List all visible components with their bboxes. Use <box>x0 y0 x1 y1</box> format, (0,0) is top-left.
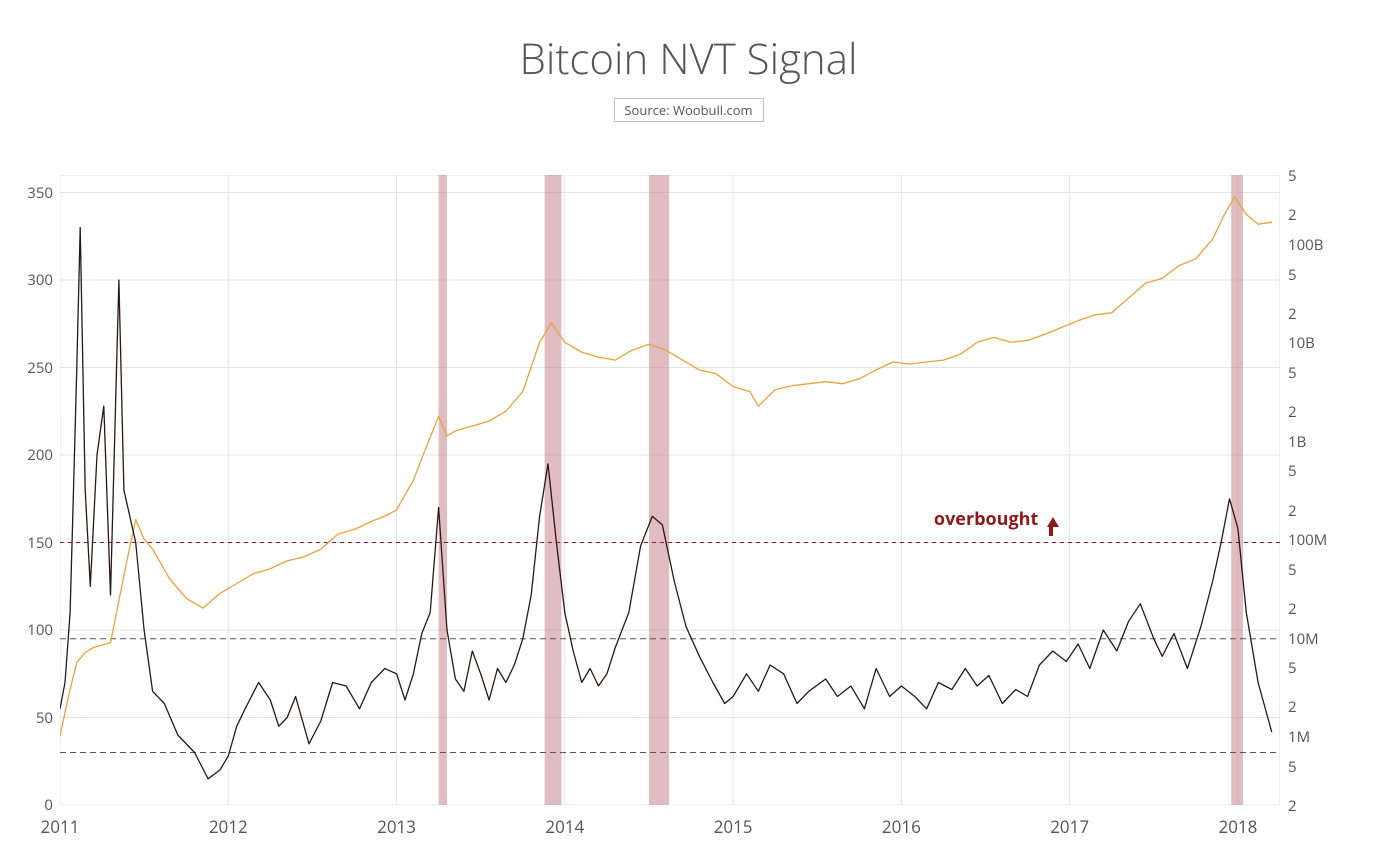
right-tick: 5 <box>1288 560 1297 580</box>
right-tick: 5 <box>1288 166 1297 186</box>
x-tick: 2013 <box>372 815 422 838</box>
left-tick: 50 <box>15 708 53 728</box>
right-tick: 2 <box>1288 205 1297 225</box>
right-tick: 1B <box>1288 432 1306 452</box>
left-tick: 0 <box>15 795 53 815</box>
x-tick: 2012 <box>203 815 253 838</box>
left-tick: 350 <box>15 183 53 203</box>
right-tick: 1M <box>1288 727 1310 747</box>
left-tick: 150 <box>15 533 53 553</box>
left-tick: 200 <box>15 445 53 465</box>
left-tick: 300 <box>15 270 53 290</box>
right-tick: 2 <box>1288 304 1297 324</box>
x-tick: 2014 <box>540 815 590 838</box>
right-tick: 2 <box>1288 697 1297 717</box>
right-tick: 5 <box>1288 757 1297 777</box>
overbought-label: overbought <box>934 507 1057 531</box>
chart-container: { "title": { "text": "Bitcoin NVT Signal… <box>0 0 1377 855</box>
right-tick: 100B <box>1288 235 1323 255</box>
chart-title: Bitcoin NVT Signal <box>0 30 1377 87</box>
right-tick: 5 <box>1288 363 1297 383</box>
right-tick: 5 <box>1288 461 1297 481</box>
right-tick: 10M <box>1288 629 1319 649</box>
x-tick: 2017 <box>1045 815 1095 838</box>
right-tick: 5 <box>1288 265 1297 285</box>
right-tick: 2 <box>1288 796 1297 816</box>
right-tick: 2 <box>1288 501 1297 521</box>
right-tick: 10B <box>1288 333 1315 353</box>
left-tick: 250 <box>15 358 53 378</box>
chart-subtitle: Source: Woobull.com <box>613 98 763 122</box>
x-tick: 2015 <box>708 815 758 838</box>
right-tick: 5 <box>1288 658 1297 678</box>
right-tick: 100M <box>1288 530 1327 550</box>
x-tick: 2016 <box>876 815 926 838</box>
left-tick: 100 <box>15 620 53 640</box>
arrow-up-icon <box>1043 507 1057 531</box>
x-tick: 2011 <box>35 815 85 838</box>
right-tick: 2 <box>1288 402 1297 422</box>
overbought-text: overbought <box>934 507 1038 531</box>
x-tick: 2018 <box>1213 815 1263 838</box>
plot-svg <box>60 175 1280 805</box>
right-tick: 2 <box>1288 599 1297 619</box>
